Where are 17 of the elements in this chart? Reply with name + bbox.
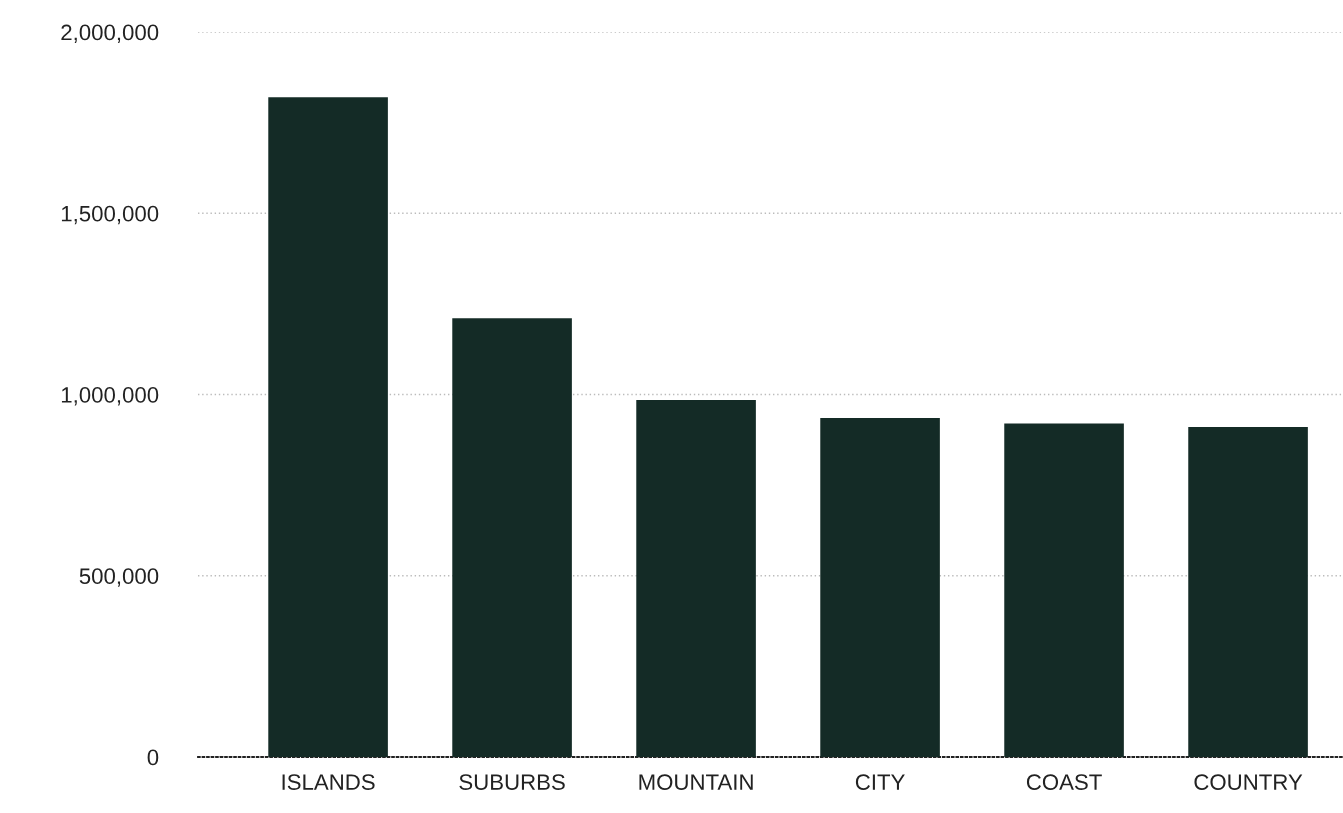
x-tick-label: SUBURBS [459, 774, 565, 790]
x-tick-label: COUNTRY [1194, 774, 1303, 790]
y-tick-label: 0 [147, 749, 159, 766]
y-tick-label: 1,500,000 [61, 205, 159, 225]
bar [268, 97, 388, 757]
x-tick-label: ISLANDS [282, 774, 375, 790]
bar [820, 418, 940, 757]
x-tick-label: CITY [855, 774, 905, 790]
y-tick-label: 1,000,000 [61, 387, 159, 406]
bar [636, 399, 756, 757]
bar [452, 318, 572, 757]
y-tick-label: 2,000,000 [61, 24, 159, 43]
x-tick-label: COAST [1026, 774, 1102, 790]
x-tick-label: MOUNTAIN [639, 774, 753, 790]
y-tick-label: 500,000 [79, 568, 159, 587]
bar [1004, 423, 1124, 757]
bar [1188, 427, 1308, 757]
